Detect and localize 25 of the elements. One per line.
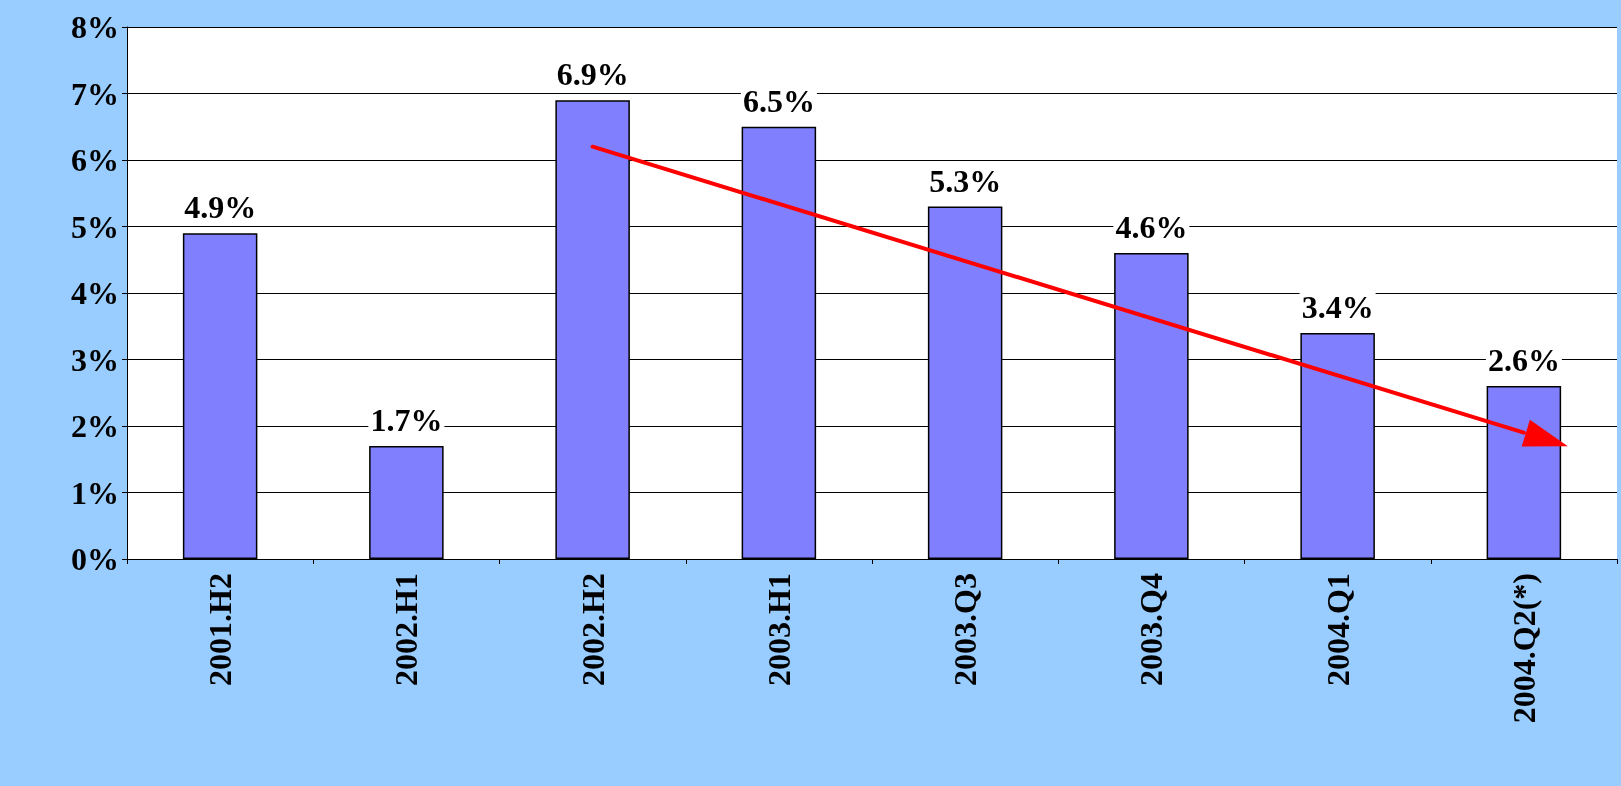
x-tick-label: 2004.Q2(*): [1505, 573, 1542, 724]
x-tick-label: 2003.H1: [760, 573, 797, 686]
data-label: 5.3%: [929, 162, 1002, 199]
data-label: 6.9%: [556, 56, 629, 93]
y-tick-label: 4%: [71, 275, 119, 311]
y-tick-label: 0%: [71, 541, 119, 577]
x-tick-label: 2004.Q1: [1319, 573, 1356, 686]
x-tick-label: 2002.H1: [388, 573, 425, 686]
x-tick-label: 2003.Q4: [1133, 573, 1170, 686]
data-label: 1.7%: [370, 401, 443, 438]
data-label: 4.6%: [1115, 209, 1188, 246]
y-tick-label: 6%: [71, 142, 119, 178]
y-tick-label: 2%: [71, 408, 119, 444]
data-label: 4.9%: [184, 189, 257, 226]
x-tick-label: 2003.Q3: [947, 573, 984, 686]
y-tick-label: 7%: [71, 75, 119, 112]
data-label: 3.4%: [1301, 288, 1374, 325]
data-label: 2.6%: [1487, 342, 1560, 379]
y-tick-label: 3%: [71, 341, 119, 378]
y-tick-label: 1%: [71, 474, 119, 511]
x-tick-label: 2001.H2: [202, 573, 239, 686]
y-tick-label: 5%: [71, 208, 119, 245]
x-tick-label: 2002.H2: [574, 573, 611, 686]
data-label: 6.5%: [742, 82, 815, 119]
y-tick-label: 8%: [71, 9, 119, 45]
